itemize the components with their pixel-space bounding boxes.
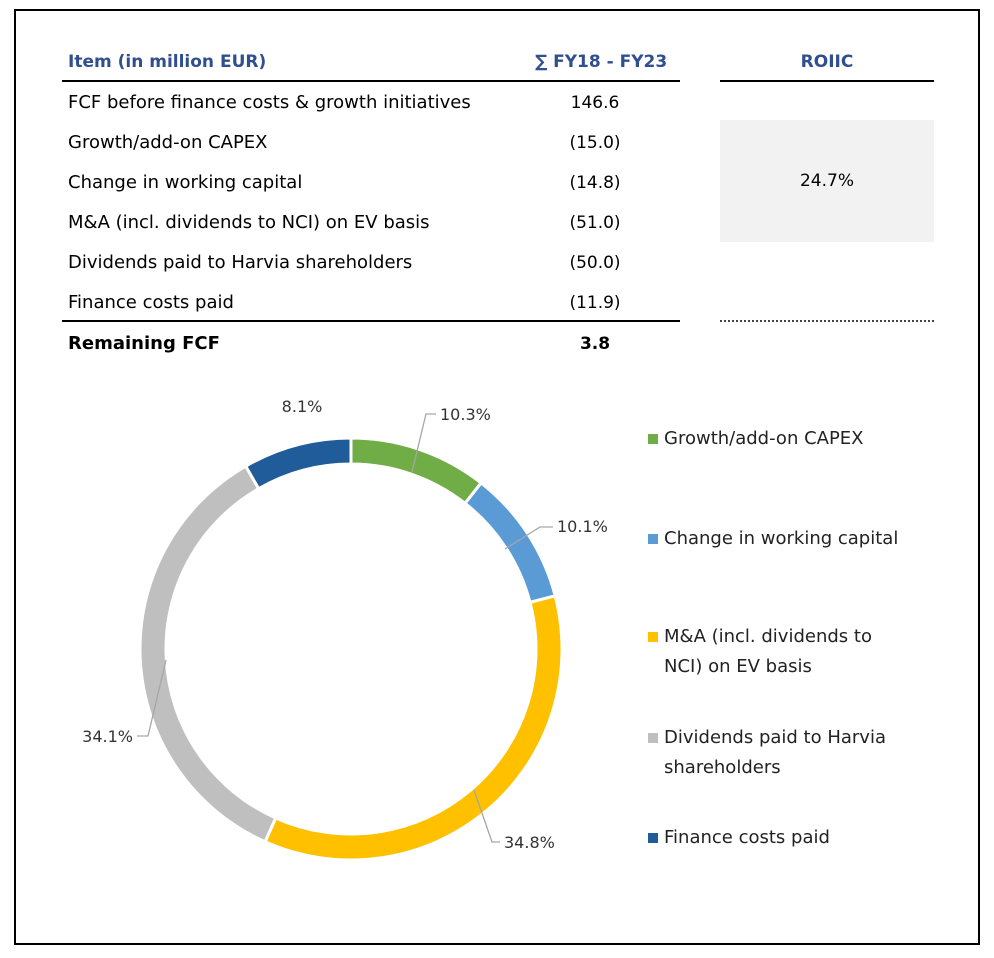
- row-value: (15.0): [569, 133, 621, 153]
- legend-swatch: [648, 632, 658, 642]
- row-value: (14.8): [569, 173, 621, 193]
- donut-slice-3: [263, 593, 564, 862]
- leader-line-4: [137, 659, 167, 737]
- header-rule-left: [62, 80, 680, 82]
- data-label-1: 10.3%: [440, 405, 491, 424]
- roiic-value: 24.7%: [799, 171, 854, 191]
- donut-slice-4: [138, 464, 278, 844]
- total-rule-left: [62, 320, 680, 322]
- data-label-5: 8.1%: [282, 397, 323, 416]
- legend-label: NCI) on EV basis: [664, 656, 812, 677]
- data-label-3: 34.8%: [504, 833, 555, 852]
- legend-item: Finance costs paid: [648, 823, 830, 853]
- leader-line-1: [411, 413, 436, 473]
- legend-label: shareholders: [664, 757, 781, 778]
- donut-slice-1: [349, 436, 484, 506]
- legend-label: M&A (incl. dividends to: [664, 626, 872, 647]
- legend-label: Dividends paid to Harvia: [664, 727, 886, 748]
- legend-swatch: [648, 534, 658, 544]
- total-label: Remaining FCF: [68, 333, 220, 354]
- row-value: (51.0): [569, 213, 621, 233]
- legend-label: Growth/add-on CAPEX: [664, 428, 864, 449]
- data-label-4: 34.1%: [82, 727, 133, 746]
- header-roiic: ROIIC: [800, 52, 854, 72]
- leader-line-3: [473, 789, 500, 843]
- legend-swatch: [648, 833, 658, 843]
- total-rule-right: [720, 320, 934, 322]
- legend-label: Finance costs paid: [664, 827, 830, 848]
- figure-frame: [14, 9, 980, 945]
- leader-line-2: [504, 526, 553, 550]
- row-label: Growth/add-on CAPEX: [68, 132, 268, 153]
- row-value: 146.6: [570, 93, 620, 113]
- header-rule-right: [720, 80, 934, 82]
- roiic-value-box: 24.7%: [720, 120, 934, 242]
- legend-item: M&A (incl. dividends to NCI) on EV basis: [648, 622, 872, 682]
- donut-slice-2: [462, 480, 558, 605]
- header-sum: ∑ FY18 - FY23: [535, 52, 668, 72]
- row-label: Change in working capital: [68, 172, 303, 193]
- row-label: Dividends paid to Harvia shareholders: [68, 252, 413, 273]
- legend-item: Dividends paid to Harvia shareholders: [648, 723, 886, 783]
- legend-label: Change in working capital: [664, 528, 899, 549]
- row-value: (11.9): [569, 293, 621, 313]
- header-item: Item (in million EUR): [68, 52, 267, 72]
- row-label: FCF before finance costs & growth initia…: [68, 92, 471, 113]
- total-value: 3.8: [579, 334, 611, 354]
- data-label-2: 10.1%: [557, 517, 608, 536]
- row-label: Finance costs paid: [68, 292, 234, 313]
- donut-slice-5: [243, 436, 353, 491]
- legend-item: Change in working capital: [648, 524, 898, 554]
- row-label: M&A (incl. dividends to NCI) on EV basis: [68, 212, 430, 233]
- legend-item: Growth/add-on CAPEX: [648, 424, 864, 454]
- legend-swatch: [648, 434, 658, 444]
- row-value: (50.0): [569, 253, 621, 273]
- legend-swatch: [648, 733, 658, 743]
